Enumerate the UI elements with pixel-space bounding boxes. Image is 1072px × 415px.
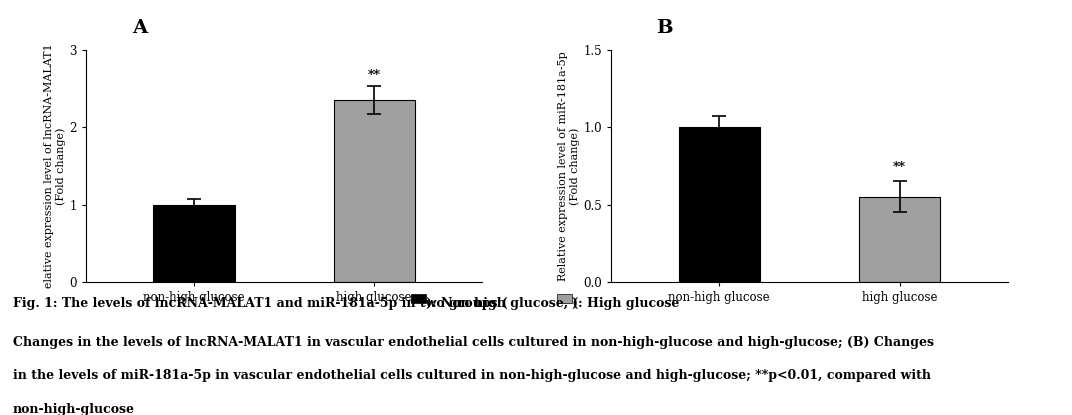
Bar	[333, 100, 415, 282]
Y-axis label: Relative expression level of miR-181a-5p
(Fold change): Relative expression level of miR-181a-5p…	[559, 51, 580, 281]
Text: **: **	[368, 69, 381, 82]
Text: Changes in the levels of lncRNA-MALAT1 in vascular endothelial cells cultured in: Changes in the levels of lncRNA-MALAT1 i…	[13, 336, 934, 349]
Bar	[679, 127, 760, 282]
Bar	[153, 205, 235, 282]
Y-axis label: elative expression level of lncRNA-MALAT1
(Fold change): elative expression level of lncRNA-MALAT…	[44, 44, 66, 288]
Text: A: A	[132, 20, 147, 37]
Text: **: **	[893, 161, 906, 174]
Text: ): High glucose: ): High glucose	[572, 297, 680, 310]
Text: ): Non high glucose, (: ): Non high glucose, (	[427, 297, 579, 310]
Bar	[859, 197, 940, 282]
Text: B: B	[656, 20, 673, 37]
Text: Fig. 1: The levels of lncRNA-MALAT1 and miR-181a-5p in two groups (: Fig. 1: The levels of lncRNA-MALAT1 and …	[13, 297, 508, 310]
Text: non-high-glucose: non-high-glucose	[13, 403, 135, 415]
Text: in the levels of miR-181a-5p in vascular endothelial cells cultured in non-high-: in the levels of miR-181a-5p in vascular…	[13, 369, 930, 382]
